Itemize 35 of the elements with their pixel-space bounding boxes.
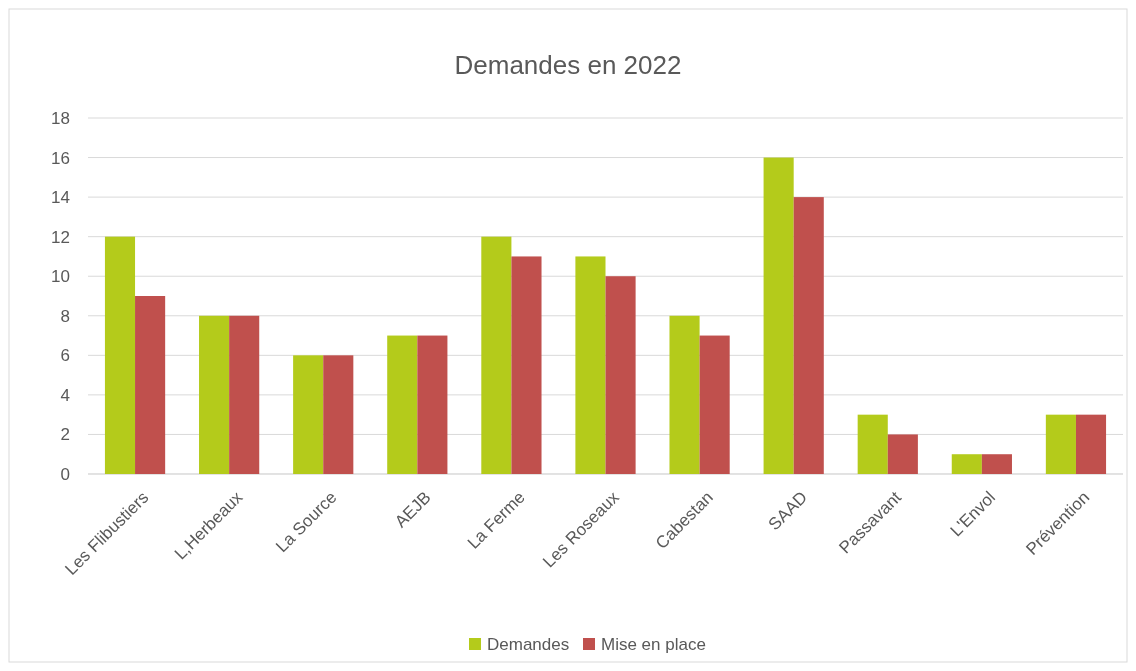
bar <box>763 157 794 474</box>
y-tick-label: 4 <box>60 385 70 405</box>
bar <box>981 454 1012 474</box>
bar <box>1075 414 1107 474</box>
bar <box>387 335 418 474</box>
bar <box>417 335 448 474</box>
y-tick-label: 2 <box>60 425 70 445</box>
chart-title: Demandes en 2022 <box>454 50 682 80</box>
bar <box>575 256 606 474</box>
y-tick-label: 14 <box>51 188 70 208</box>
y-tick-label: 16 <box>51 148 70 168</box>
bar <box>135 296 166 474</box>
bar <box>793 197 824 474</box>
legend-label: Demandes <box>487 634 570 654</box>
bar <box>293 355 324 474</box>
y-tick-label: 18 <box>51 108 70 128</box>
bar <box>1045 414 1076 474</box>
y-tick-label: 10 <box>51 267 70 287</box>
bar <box>199 315 230 474</box>
bar <box>669 315 700 474</box>
bar <box>104 236 136 474</box>
y-tick-label: 12 <box>51 227 70 247</box>
bar <box>481 236 512 474</box>
bar <box>229 315 260 474</box>
bar <box>605 276 636 474</box>
bar <box>699 335 730 474</box>
y-tick-label: 6 <box>60 346 70 366</box>
bar <box>951 454 982 474</box>
bar <box>323 355 354 474</box>
y-tick-label: 8 <box>60 306 70 326</box>
bar <box>511 256 542 474</box>
y-tick-label: 0 <box>60 464 70 484</box>
bar <box>887 434 918 474</box>
legend-label: Mise en place <box>601 634 706 654</box>
bar <box>857 414 888 474</box>
